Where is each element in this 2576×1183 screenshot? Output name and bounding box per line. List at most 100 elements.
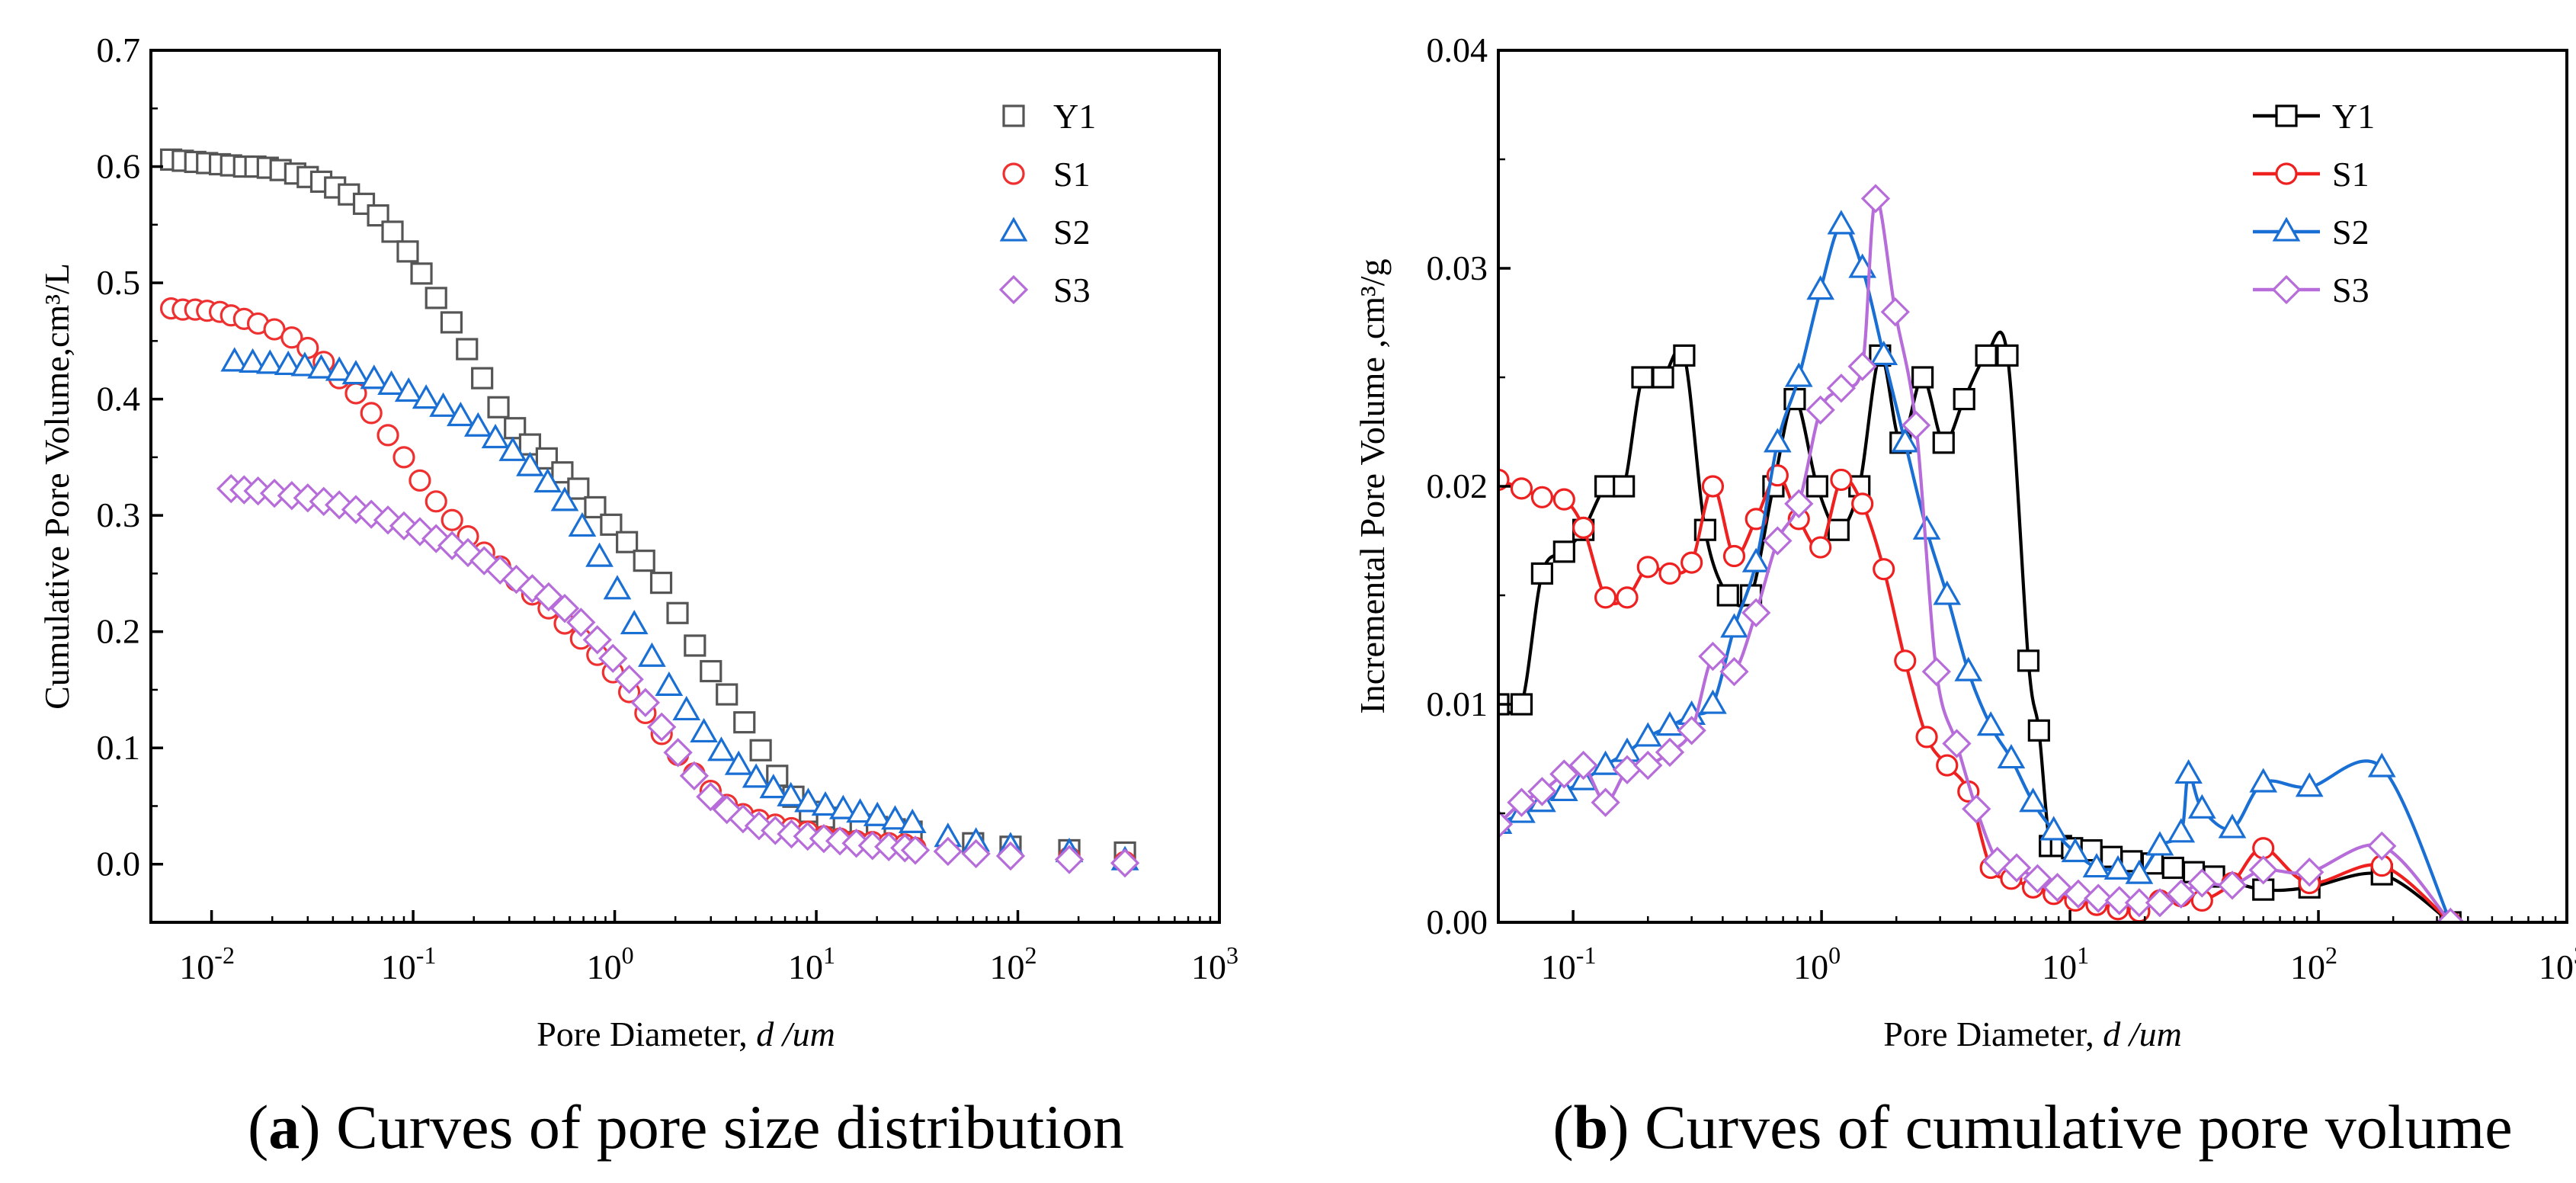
a-y-tick-label: 0.3 <box>97 495 141 534</box>
b-series-S2-point <box>2039 816 2068 841</box>
b-series-Y1-point <box>1996 344 2019 367</box>
b-series-S3-point <box>2104 886 2134 915</box>
b-series-S3-point <box>1942 729 1972 758</box>
panel-b-x-axis-title-main: Pore Diameter, <box>1883 1015 2103 1053</box>
b-series-S3-point <box>1591 787 1620 817</box>
b-series-S3-point <box>2187 868 2217 898</box>
b-series-S2-point <box>2125 859 2154 884</box>
b-series-Y1-point <box>1953 388 1975 411</box>
a-series-S2-point <box>307 354 335 379</box>
panel-b-legend: Y1 S1 S2 S3 <box>2253 97 2375 309</box>
b-series-S2-point <box>1933 580 1962 605</box>
a-series-S2-point <box>620 610 649 635</box>
a-series-Y1-point <box>410 262 433 285</box>
b-series-S2-point <box>1655 711 1684 736</box>
b-series-S2-point <box>1591 750 1620 775</box>
b-series-S3-point <box>1921 656 1951 687</box>
a-series-S3-point <box>566 608 596 637</box>
panel-a-marks <box>159 148 1140 878</box>
b-series-S2-point <box>2187 793 2216 819</box>
a-series-S3-point <box>761 816 790 845</box>
a-series-Y1-point <box>425 287 447 309</box>
b-series-S3-point <box>2295 858 2324 887</box>
a-series-Y1-point <box>749 739 772 761</box>
a-series-Y1-point <box>456 338 479 361</box>
b-series-S1-point <box>2252 837 2275 860</box>
b-y-tick-label: 0.00 <box>1427 902 1488 941</box>
panel-b-chart: 10-1 100 101 102 103 0.00 0.01 0.02 0.03 0.04 Inc… <box>1353 30 2576 1162</box>
a-series-S2-point <box>463 412 492 437</box>
a-legend-S3-marker <box>998 274 1029 305</box>
a-series-S3-point <box>679 761 710 790</box>
b-x-tick-label: 100 <box>1793 941 1841 986</box>
b-series-S2-point <box>1891 428 1920 453</box>
b-series-S3-point <box>2023 864 2052 893</box>
b-series-S2-point <box>1763 428 1792 453</box>
a-series-S2-point <box>341 360 370 385</box>
a-series-S1-point <box>376 424 399 447</box>
b-series-Y1-point <box>1716 584 1739 607</box>
b-x-tick-label: 103 <box>2539 941 2576 986</box>
b-series-S3-point <box>2166 879 2196 909</box>
b-series-S3-point <box>1507 787 1536 817</box>
a-series-S2-point <box>360 364 389 390</box>
b-series-S2-point <box>1741 547 1770 572</box>
a-series-S2-point <box>274 350 303 376</box>
a-series-Y1-point <box>733 711 756 734</box>
b-legend-S2-marker <box>2272 216 2301 242</box>
b-series-S2-point <box>1633 722 1662 747</box>
b-series-S1-point <box>1552 488 1575 511</box>
b-series-S2-point <box>2019 787 2047 813</box>
a-series-S3-point <box>533 582 564 612</box>
a-series-S2-point <box>603 575 632 600</box>
a-series-Y1-point <box>666 601 689 624</box>
a-series-S2-point <box>533 467 562 493</box>
b-series-S3-point <box>1763 526 1793 556</box>
panel-a-x-axis-title: Pore Diameter, d /um <box>537 1015 835 1053</box>
a-legend-S2-marker <box>999 216 1028 242</box>
a-series-S3-point <box>1054 845 1085 874</box>
b-series-S2-point <box>1806 275 1835 300</box>
a-series-Y1-point <box>518 433 542 456</box>
a-y-tick-label: 0.7 <box>97 30 141 69</box>
panel-a-legend: Y1 S1 S2 S3 <box>998 97 1096 309</box>
b-legend-S3-label: S3 <box>2332 271 2369 309</box>
a-series-Y1-point <box>352 192 376 215</box>
a-series-S2-point <box>550 486 579 511</box>
b-series-Y1-point <box>1827 518 1850 541</box>
a-series-Y1-point <box>633 550 655 572</box>
a-series-S3-point <box>663 738 693 768</box>
a-series-S1-point <box>425 490 447 513</box>
a-series-Y1-point <box>700 659 722 683</box>
b-legend-S2-label: S2 <box>2332 213 2369 252</box>
a-series-Y1-point <box>440 311 463 334</box>
b-series-S3-point <box>1847 351 1877 381</box>
panel-b-x-axis-title: Pore Diameter, d /um <box>1883 1015 2182 1053</box>
a-series-S3-point <box>324 490 354 520</box>
b-series-S3-point <box>1698 641 1728 672</box>
a-series-S2-point <box>239 348 267 373</box>
a-series-S3-point <box>900 835 931 865</box>
panel-a-caption: (a) Curves of pore size distribution <box>248 1092 1124 1162</box>
a-series-S1-point <box>409 469 431 492</box>
a-series-S2-point <box>516 451 544 476</box>
panel-b-marks <box>1498 184 2465 922</box>
a-series-S2-point <box>672 695 701 721</box>
b-series-S3-point <box>1962 794 1991 824</box>
a-series-S2-point <box>811 790 840 816</box>
a-series-S3-point <box>598 643 628 673</box>
b-series-S2-point <box>2174 759 2203 784</box>
b-series-S3-point <box>2217 870 2248 900</box>
b-series-S1-point <box>1873 558 1895 581</box>
a-series-S2-point <box>742 763 771 788</box>
b-series-S3-point <box>1741 598 1771 628</box>
b-series-S2-point <box>2082 853 2111 878</box>
b-series-S3-point <box>1677 716 1706 745</box>
b-series-S3-point <box>1860 184 1891 213</box>
panel-a-y-axis-title: Cumulative Pore Volume,cm³/L <box>37 263 76 710</box>
b-series-Y1-point <box>1975 344 1998 367</box>
a-series-S2-point <box>429 392 457 417</box>
a-series-S2-point <box>707 736 735 761</box>
b-series-S2-point <box>1870 340 1898 366</box>
a-series-S2-point <box>498 436 527 461</box>
